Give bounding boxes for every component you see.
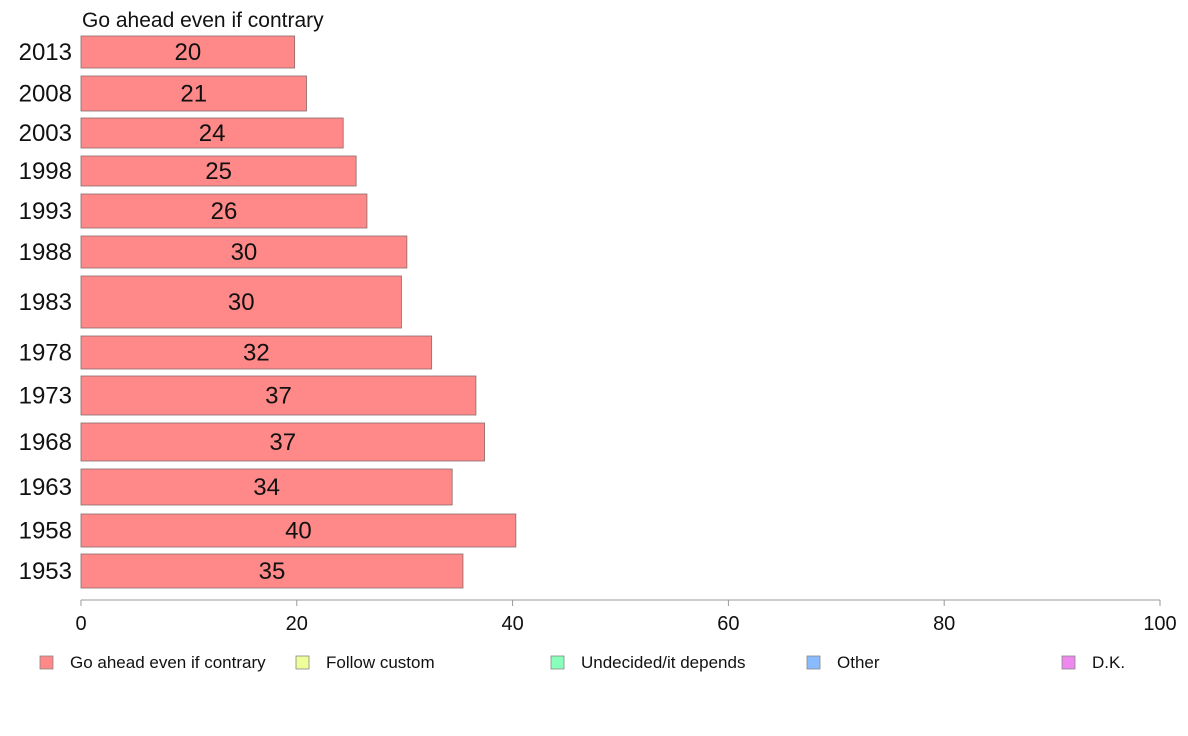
bars-layer: 2013 20 2008 21 2003 24 1998 25 1993 26 1988 30 1983… xyxy=(19,35,517,589)
data-label-1978: 32 xyxy=(243,340,270,367)
legend-swatch xyxy=(295,655,310,670)
bar-1988 xyxy=(80,235,408,269)
data-label-1958: 40 xyxy=(285,518,312,545)
legend-swatch xyxy=(39,655,54,670)
legend-item-1: Go ahead even if contrary xyxy=(39,653,266,672)
x-tick-label-40: 40 xyxy=(501,613,523,635)
data-label-1998: 25 xyxy=(205,158,232,185)
legend-item-4: Other xyxy=(806,653,880,672)
data-label-1983: 30 xyxy=(228,289,255,316)
x-axis: 0 20 40 60 80 100 xyxy=(75,599,1177,635)
x-tick-label-80: 80 xyxy=(933,613,955,635)
category-label-1953: 1953 xyxy=(19,558,72,585)
x-tick-label-20: 20 xyxy=(286,613,308,635)
category-label-1993: 1993 xyxy=(19,198,72,225)
legend-item-2: Follow custom xyxy=(295,653,435,672)
data-label-1973: 37 xyxy=(265,383,292,410)
x-tick-label-60: 60 xyxy=(717,613,739,635)
data-label-1988: 30 xyxy=(231,239,258,266)
category-label-1963: 1963 xyxy=(19,474,72,501)
bar-1973 xyxy=(80,375,477,416)
legend-label: Other xyxy=(837,653,880,672)
bar-1983 xyxy=(80,275,402,329)
bar-1993 xyxy=(80,193,368,229)
bar-2008 xyxy=(80,75,307,112)
legend-label: Follow custom xyxy=(326,653,435,672)
category-label-1988: 1988 xyxy=(19,239,72,266)
bar-1958 xyxy=(80,513,517,548)
bar-1968 xyxy=(80,422,485,462)
x-tick-label-0: 0 xyxy=(75,613,86,635)
legend-label: Undecided/it depends xyxy=(581,653,745,672)
legend: Go ahead even if contrary Follow custom Un… xyxy=(39,653,1125,672)
data-label-2003: 24 xyxy=(199,120,226,147)
legend-label: Go ahead even if contrary xyxy=(70,653,266,672)
data-label-1968: 37 xyxy=(269,429,296,456)
category-label-1983: 1983 xyxy=(19,289,72,316)
data-label-1963: 34 xyxy=(253,474,280,501)
legend-item-3: Undecided/it depends xyxy=(550,653,745,672)
x-tick-label-100: 100 xyxy=(1143,613,1176,635)
data-label-2013: 20 xyxy=(174,39,201,66)
category-label-2003: 2003 xyxy=(19,120,72,147)
category-label-1973: 1973 xyxy=(19,383,72,410)
category-label-1958: 1958 xyxy=(19,518,72,545)
legend-swatch xyxy=(1061,655,1076,670)
legend-item-5: D.K. xyxy=(1061,653,1125,672)
data-label-2008: 21 xyxy=(180,81,207,108)
bar-1998 xyxy=(80,155,357,187)
panel-title: Go ahead even if contrary xyxy=(82,9,324,32)
legend-label: D.K. xyxy=(1092,653,1125,672)
bar-1953 xyxy=(80,553,464,589)
legend-swatch xyxy=(806,655,821,670)
bar-1963 xyxy=(80,468,453,506)
category-label-2008: 2008 xyxy=(19,81,72,108)
category-label-1978: 1978 xyxy=(19,340,72,367)
legend-swatch xyxy=(550,655,565,670)
bar-1978 xyxy=(80,335,433,370)
category-label-2013: 2013 xyxy=(19,39,72,66)
bar-2003 xyxy=(80,117,344,149)
data-label-1953: 35 xyxy=(259,558,286,585)
category-label-1968: 1968 xyxy=(19,429,72,456)
bar-2013 xyxy=(80,35,296,69)
category-label-1998: 1998 xyxy=(19,158,72,185)
data-label-1993: 26 xyxy=(211,198,238,225)
